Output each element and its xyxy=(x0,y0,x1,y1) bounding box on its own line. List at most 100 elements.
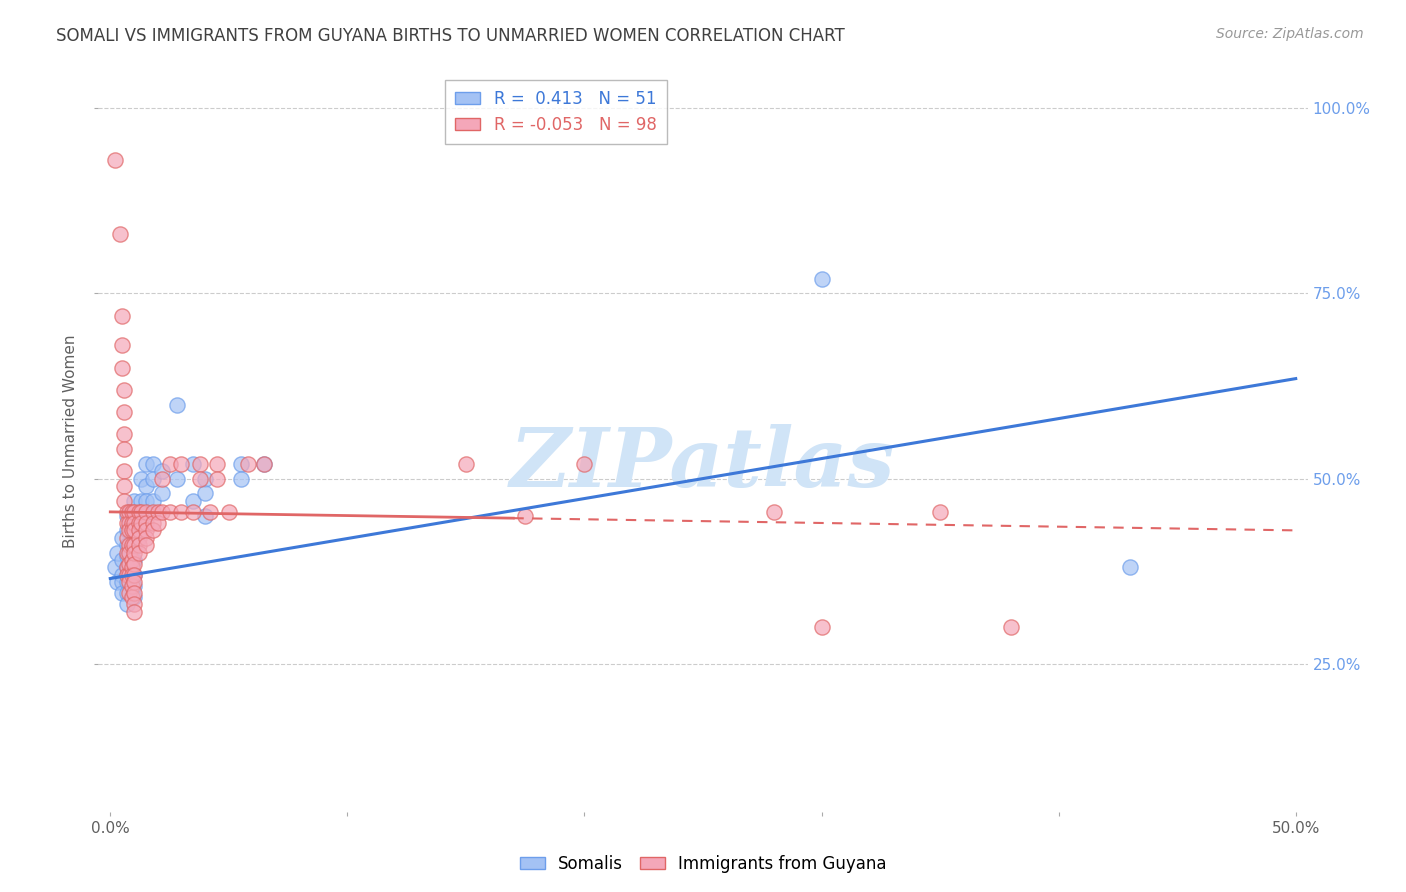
Point xyxy=(181,457,204,471)
Point xyxy=(810,271,832,285)
Point xyxy=(115,598,138,612)
Point xyxy=(111,338,134,352)
Point xyxy=(118,575,141,590)
Point xyxy=(104,153,127,168)
Point xyxy=(114,427,136,442)
Point xyxy=(122,579,145,593)
Point xyxy=(129,493,152,508)
Point xyxy=(159,457,181,471)
Point xyxy=(122,493,145,508)
Point xyxy=(114,383,136,397)
Point xyxy=(121,516,143,530)
Point xyxy=(142,505,165,519)
Point xyxy=(118,557,141,571)
Point xyxy=(574,457,596,471)
Point xyxy=(229,457,252,471)
Point xyxy=(122,553,145,567)
Point xyxy=(115,567,138,582)
Point xyxy=(129,516,152,530)
Point xyxy=(236,457,259,471)
Point xyxy=(515,508,537,523)
Point xyxy=(122,575,145,590)
Point xyxy=(118,546,141,560)
Point xyxy=(118,524,141,538)
Legend: R =  0.413   N = 51, R = -0.053   N = 98: R = 0.413 N = 51, R = -0.053 N = 98 xyxy=(446,79,666,144)
Point xyxy=(135,516,157,530)
Point xyxy=(111,360,134,375)
Legend: Somalis, Immigrants from Guyana: Somalis, Immigrants from Guyana xyxy=(513,848,893,880)
Text: SOMALI VS IMMIGRANTS FROM GUYANA BIRTHS TO UNMARRIED WOMEN CORRELATION CHART: SOMALI VS IMMIGRANTS FROM GUYANA BIRTHS … xyxy=(56,27,845,45)
Point xyxy=(111,567,134,582)
Point xyxy=(115,516,138,530)
Point xyxy=(122,567,145,582)
Point xyxy=(152,505,174,519)
Point xyxy=(121,538,143,552)
Point xyxy=(115,546,138,560)
Point xyxy=(194,471,217,485)
Point xyxy=(170,457,193,471)
Point xyxy=(1119,560,1142,574)
Point xyxy=(181,493,204,508)
Point xyxy=(142,457,165,471)
Point xyxy=(114,464,136,478)
Point xyxy=(135,538,157,552)
Point xyxy=(170,505,193,519)
Point xyxy=(229,471,252,485)
Point xyxy=(159,505,181,519)
Point xyxy=(129,471,152,485)
Point xyxy=(111,575,134,590)
Point xyxy=(190,471,212,485)
Point xyxy=(108,227,131,242)
Point xyxy=(118,505,141,519)
Point xyxy=(104,560,127,574)
Point xyxy=(122,598,145,612)
Point xyxy=(122,586,145,600)
Point xyxy=(128,531,150,545)
Point xyxy=(122,524,145,538)
Point xyxy=(454,457,477,471)
Point xyxy=(122,505,145,519)
Point xyxy=(115,549,138,564)
Point xyxy=(152,486,174,500)
Point xyxy=(122,557,145,571)
Point xyxy=(122,538,145,552)
Point xyxy=(166,471,188,485)
Point xyxy=(115,567,138,582)
Point xyxy=(122,590,145,604)
Point xyxy=(152,471,174,485)
Point xyxy=(129,524,152,538)
Point xyxy=(111,309,134,323)
Point xyxy=(763,505,786,519)
Point xyxy=(205,471,228,485)
Y-axis label: Births to Unmarried Women: Births to Unmarried Women xyxy=(63,334,79,549)
Point xyxy=(1000,619,1022,633)
Point xyxy=(166,398,188,412)
Point xyxy=(114,442,136,456)
Point xyxy=(810,619,832,633)
Point xyxy=(114,479,136,493)
Point xyxy=(118,516,141,530)
Point xyxy=(253,457,276,471)
Point xyxy=(114,493,136,508)
Point xyxy=(142,516,165,530)
Point xyxy=(111,553,134,567)
Point xyxy=(190,457,212,471)
Point xyxy=(111,531,134,545)
Point xyxy=(128,546,150,560)
Point xyxy=(115,586,138,600)
Point xyxy=(122,567,145,582)
Point xyxy=(194,508,217,523)
Point xyxy=(122,516,145,530)
Point xyxy=(142,524,165,538)
Point xyxy=(146,505,169,519)
Point xyxy=(115,538,138,552)
Point xyxy=(146,516,169,530)
Point xyxy=(135,493,157,508)
Point xyxy=(122,516,145,530)
Point xyxy=(198,505,221,519)
Point xyxy=(115,508,138,523)
Point xyxy=(115,560,138,574)
Point xyxy=(194,486,217,500)
Point xyxy=(129,508,152,523)
Point xyxy=(205,457,228,471)
